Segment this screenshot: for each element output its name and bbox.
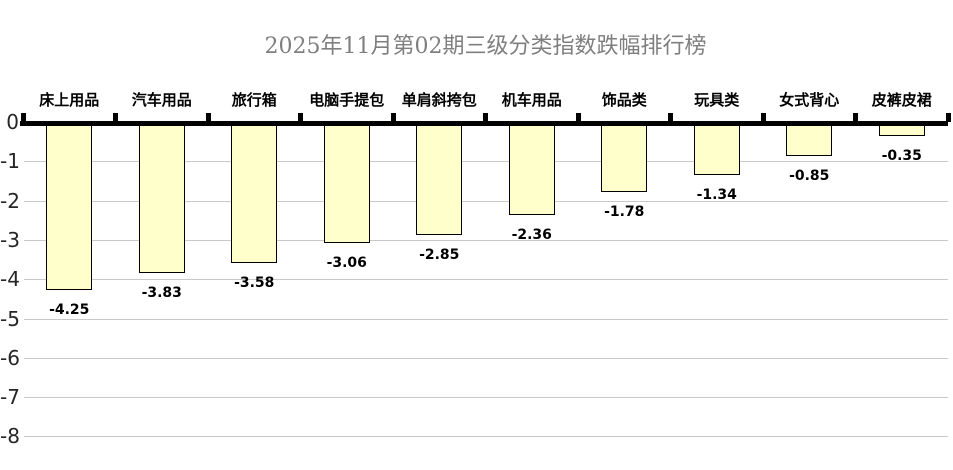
- category-label: 女式背心: [779, 91, 840, 109]
- axis-tick: [668, 112, 673, 122]
- axis-tick: [20, 112, 26, 122]
- bar: [693, 121, 740, 176]
- y-gridline: [24, 200, 948, 202]
- axis-tick: [113, 112, 118, 122]
- bar-value-label: -1.78: [604, 204, 645, 221]
- bar: [416, 121, 463, 235]
- y-axis-tick-label: -5: [0, 306, 20, 331]
- bar: [601, 121, 648, 193]
- axis-tick: [945, 112, 951, 122]
- category-label: 皮裤皮裙: [871, 91, 932, 109]
- bar-value-label: -3.06: [326, 254, 367, 271]
- chart-title: 2025年11月第02期三级分类指数跌幅排行榜: [264, 34, 707, 59]
- bar-value-label: -2.36: [511, 227, 552, 244]
- axis-tick: [205, 112, 211, 122]
- y-gridline: [24, 436, 948, 438]
- y-axis-tick-label: -2: [0, 188, 20, 213]
- y-axis-tick-label: -7: [0, 385, 20, 410]
- category-label: 饰品类: [601, 91, 647, 109]
- bar-value-label: -0.85: [789, 167, 830, 184]
- category-label: 旅行箱: [231, 91, 277, 109]
- bar-value-label: -3.58: [234, 275, 275, 292]
- category-label: 床上用品: [39, 91, 100, 109]
- y-gridline: [24, 357, 948, 359]
- bar-value-label: -2.85: [419, 246, 460, 263]
- y-gridline: [24, 239, 948, 241]
- y-gridline: [24, 397, 948, 399]
- bar: [138, 121, 185, 274]
- y-gridline: [24, 161, 948, 163]
- y-axis-tick-label: -1: [0, 149, 20, 174]
- bar-value-label: -1.34: [696, 187, 737, 204]
- axis-tick: [483, 112, 488, 122]
- axis-tick: [390, 112, 396, 122]
- axis-tick: [298, 112, 303, 122]
- bar-value-label: -3.83: [141, 285, 182, 302]
- axis-tick: [853, 112, 858, 122]
- bar: [231, 121, 278, 264]
- y-gridline: [24, 279, 948, 281]
- bar: [323, 121, 370, 243]
- category-label: 玩具类: [694, 91, 740, 109]
- bar-value-label: -4.25: [49, 301, 90, 318]
- y-axis-tick-label: -3: [0, 227, 20, 252]
- axis-tick: [760, 112, 766, 122]
- axis-tick: [575, 112, 581, 122]
- y-gridline: [24, 318, 948, 320]
- bar: [508, 121, 555, 216]
- category-label: 机车用品: [501, 91, 562, 109]
- category-label: 电脑手提包: [309, 91, 385, 109]
- category-label: 汽车用品: [131, 91, 192, 109]
- y-axis-tick-label: -4: [0, 267, 20, 292]
- bar: [786, 121, 833, 156]
- bar: [46, 121, 93, 290]
- y-axis-tick-label: -8: [0, 424, 20, 449]
- x-axis-line: [20, 120, 948, 126]
- bar-value-label: -0.35: [881, 148, 922, 165]
- y-axis-tick-label: -6: [0, 345, 20, 370]
- category-label: 单肩斜挎包: [401, 91, 477, 109]
- y-axis-tick-label: 0: [6, 110, 19, 134]
